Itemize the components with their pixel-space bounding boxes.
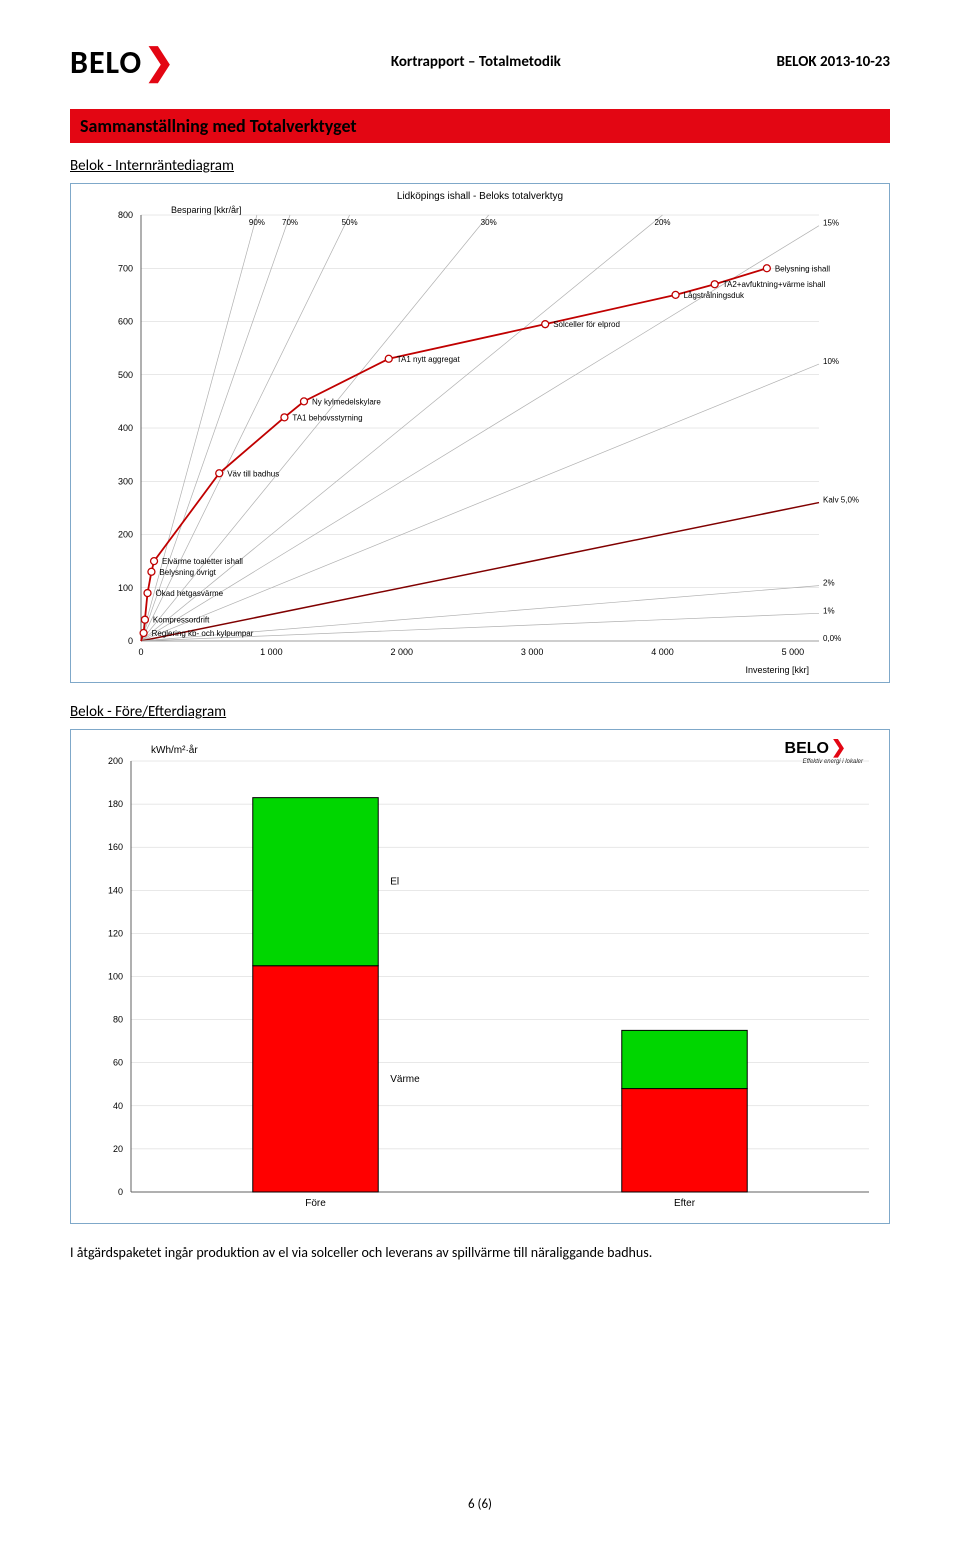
svg-text:10%: 10% <box>823 357 839 366</box>
svg-text:0: 0 <box>128 636 133 646</box>
svg-text:Reglering kb- och kylpumpar: Reglering kb- och kylpumpar <box>152 629 254 638</box>
svg-text:El: El <box>390 877 399 888</box>
svg-text:500: 500 <box>118 370 133 380</box>
svg-text:180: 180 <box>108 799 123 809</box>
svg-text:4 000: 4 000 <box>651 647 674 657</box>
logo-text: BELO <box>70 43 142 82</box>
svg-text:❯: ❯ <box>831 737 846 758</box>
svg-text:600: 600 <box>118 317 133 327</box>
svg-text:Effektiv energi i lokaler: Effektiv energi i lokaler <box>803 759 864 765</box>
svg-text:80: 80 <box>113 1015 123 1025</box>
svg-text:0,0%: 0,0% <box>823 634 841 643</box>
section-banner: Sammanställning med Totalverktyget <box>70 109 890 143</box>
svg-text:2 000: 2 000 <box>391 647 414 657</box>
svg-text:Investering [kkr]: Investering [kkr] <box>745 665 809 675</box>
svg-text:0: 0 <box>138 647 143 657</box>
svg-text:140: 140 <box>108 885 123 895</box>
svg-text:Lågstrålningsduk: Lågstrålningsduk <box>684 291 745 300</box>
svg-text:50%: 50% <box>342 218 358 227</box>
svg-text:30%: 30% <box>481 218 497 227</box>
svg-text:200: 200 <box>108 756 123 766</box>
svg-text:Solceller för elprod: Solceller för elprod <box>553 320 620 329</box>
svg-text:5 000: 5 000 <box>782 647 805 657</box>
svg-text:Efter: Efter <box>674 1198 696 1209</box>
svg-text:TA1 behovsstyrning: TA1 behovsstyrning <box>292 413 362 422</box>
svg-text:TA2+avfuktning+värme ishall: TA2+avfuktning+värme ishall <box>723 280 826 289</box>
svg-text:120: 120 <box>108 928 123 938</box>
subtitle-2: Belok - Före/Efterdiagram <box>70 703 890 721</box>
logo: BELO❯ <box>70 40 175 84</box>
svg-text:70%: 70% <box>282 218 298 227</box>
svg-text:Väv till badhus: Väv till badhus <box>227 469 279 478</box>
svg-text:20%: 20% <box>655 218 671 227</box>
svg-text:kWh/m²·år: kWh/m²·år <box>151 744 198 756</box>
svg-text:Ny kylmedelskylare: Ny kylmedelskylare <box>312 397 381 406</box>
svg-text:Kompressordrift: Kompressordrift <box>153 616 210 625</box>
svg-text:Värme: Värme <box>390 1074 420 1085</box>
svg-text:700: 700 <box>118 263 133 273</box>
svg-text:40: 40 <box>113 1101 123 1111</box>
svg-text:TA1 nytt aggregat: TA1 nytt aggregat <box>397 355 461 364</box>
svg-text:Kalv 5,0%: Kalv 5,0% <box>823 496 859 505</box>
svg-text:20: 20 <box>113 1144 123 1154</box>
page-number: 6 (6) <box>0 1497 960 1512</box>
svg-text:Före: Före <box>305 1198 326 1209</box>
page-header: BELO❯ Kortrapport – Totalmetodik BELOK 2… <box>70 40 890 84</box>
svg-text:100: 100 <box>108 972 123 982</box>
svg-text:3 000: 3 000 <box>521 647 544 657</box>
svg-text:1 000: 1 000 <box>260 647 283 657</box>
before-after-chart: kWh/m²·år BELO❯Effektiv energi i lokaler 0… <box>70 729 890 1224</box>
svg-text:15%: 15% <box>823 219 839 228</box>
logo-arrow-icon: ❯ <box>144 40 175 84</box>
svg-text:100: 100 <box>118 583 133 593</box>
svg-text:Lidköpings ishall - Beloks tot: Lidköpings ishall - Beloks totalverktyg <box>397 191 563 202</box>
svg-text:160: 160 <box>108 842 123 852</box>
svg-text:Besparing [kkr/år]: Besparing [kkr/år] <box>171 205 242 215</box>
svg-text:200: 200 <box>118 530 133 540</box>
svg-text:BELO: BELO <box>785 740 829 757</box>
interest-rate-chart: Lidköpings ishall - Beloks totalverktyg B… <box>70 183 890 683</box>
svg-text:Belysning ishall: Belysning ishall <box>775 264 830 273</box>
svg-text:300: 300 <box>118 476 133 486</box>
svg-text:0: 0 <box>118 1187 123 1197</box>
footnote: I åtgärdspaketet ingår produktion av el … <box>70 1244 890 1261</box>
svg-text:1%: 1% <box>823 606 835 615</box>
svg-text:Elvärme toaletter ishall: Elvärme toaletter ishall <box>162 557 243 566</box>
svg-text:90%: 90% <box>249 218 265 227</box>
svg-text:60: 60 <box>113 1058 123 1068</box>
svg-text:Belysning övrigt: Belysning övrigt <box>159 568 216 577</box>
svg-text:2%: 2% <box>823 579 835 588</box>
subtitle-1: Belok - Internräntediagram <box>70 157 890 175</box>
header-center: Kortrapport – Totalmetodik <box>391 53 561 71</box>
header-right: BELOK 2013-10-23 <box>776 53 890 71</box>
svg-text:800: 800 <box>118 210 133 220</box>
svg-text:400: 400 <box>118 423 133 433</box>
svg-text:Ökad hetgasvärme: Ökad hetgasvärme <box>156 589 224 598</box>
